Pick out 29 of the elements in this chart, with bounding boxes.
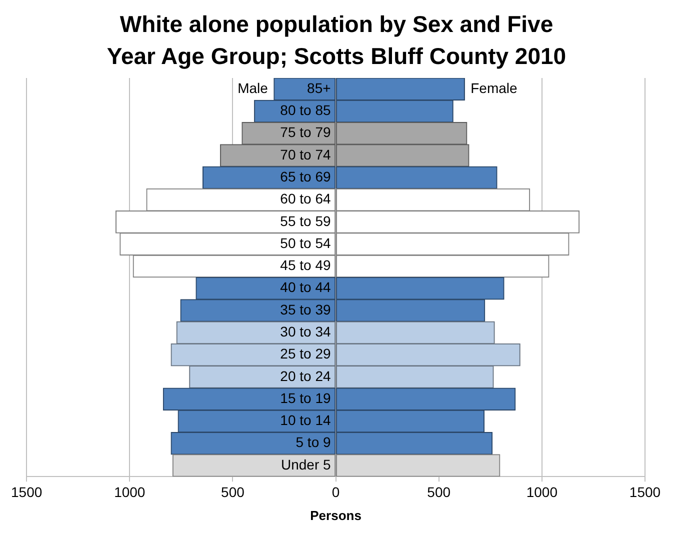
y-tick-label: 50 to 54	[280, 234, 331, 251]
x-tick-label: 0	[332, 484, 340, 500]
y-tick-label: 30 to 34	[280, 324, 331, 340]
chart-title: White alone population by Sex and Five Year Age Group; Scotts Bluff County 2010	[106, 10, 568, 71]
y-tick-label: Under 5	[280, 456, 331, 472]
x-tick-label: 1000	[526, 484, 558, 500]
x-tick-label: 1500	[10, 484, 42, 500]
y-tick-label: 65 to 69	[280, 168, 331, 185]
x-axis-title: Persons	[310, 508, 362, 523]
y-tick-label: 15 to 19	[280, 390, 331, 406]
series-label: Male	[238, 80, 268, 96]
series-label: Female	[470, 80, 518, 96]
y-tick-label: 20 to 24	[280, 368, 331, 384]
y-tick-label: 75 to 79	[280, 124, 331, 140]
x-tick-label: 1000	[114, 484, 146, 500]
y-tick-label: 40 to 44	[280, 279, 331, 296]
y-tick-label: 60 to 64	[280, 190, 331, 207]
x-tick-label: 500	[427, 484, 451, 500]
y-tick-label: 45 to 49	[280, 257, 331, 274]
x-tick-label: 1500	[629, 484, 661, 500]
y-tick-label: 35 to 39	[280, 301, 331, 318]
y-tick-label: 25 to 29	[280, 346, 331, 362]
y-tick-label: 70 to 74	[280, 146, 331, 162]
y-tick-label: 5 to 9	[296, 434, 331, 450]
y-tick-label: 55 to 59	[280, 212, 331, 229]
y-tick-label: 10 to 14	[280, 412, 331, 428]
y-tick-label: 80 to 85	[280, 102, 331, 118]
x-tick-label: 500	[221, 484, 245, 500]
y-tick-label: 85+	[307, 80, 331, 96]
